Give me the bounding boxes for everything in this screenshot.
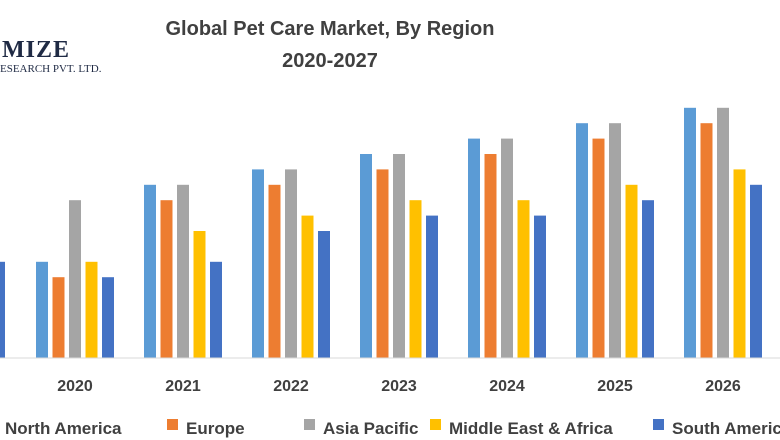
chart-subtitle: 2020-2027	[282, 50, 378, 72]
legend-swatch	[167, 419, 178, 430]
bar-2023-0	[360, 154, 372, 358]
bar-2023-2	[393, 154, 405, 358]
bar-2026-2	[717, 107, 729, 358]
legend-label: Middle East & Africa	[449, 419, 613, 438]
bar-2024-3	[517, 200, 530, 358]
bar-2025-2	[609, 123, 621, 358]
x-tick-label: 2020	[57, 378, 93, 395]
bar-2020-3	[85, 261, 98, 358]
legend-label: Europe	[186, 419, 245, 438]
bar-2022-0	[252, 169, 264, 358]
bar-2020-2	[69, 200, 81, 358]
legend-swatch	[653, 419, 664, 430]
x-tick-label: 2025	[597, 378, 633, 395]
bar-2020-0	[36, 261, 48, 358]
bar-2022-4	[318, 231, 330, 358]
x-tick-label: 2021	[165, 378, 201, 395]
chart-title: Global Pet Care Market, By Region	[165, 18, 495, 40]
x-tick-label: 2022	[273, 378, 309, 395]
bar-2026-3	[733, 169, 746, 358]
x-tick-label: 2023	[381, 378, 417, 395]
logo-tagline: ESEARCH PVT. LTD.	[0, 63, 102, 75]
x-tick-label: 2026	[705, 378, 741, 395]
bar-2026-1	[700, 123, 713, 358]
logo-name: MIZE	[2, 37, 71, 63]
bar-partial-left	[0, 261, 5, 358]
bar-2026-0	[684, 107, 696, 358]
bar-2021-3	[193, 231, 206, 358]
bar-2022-3	[301, 215, 314, 358]
bar-2020-4	[102, 277, 114, 358]
bar-2023-3	[409, 200, 422, 358]
legend-label: Asia Pacific	[323, 419, 418, 438]
bar-2024-2	[501, 138, 513, 358]
bar-2022-1	[268, 184, 281, 358]
bar-2025-0	[576, 123, 588, 358]
legend: North America Europe Asia Pacific Middle Ea…	[5, 419, 780, 438]
bar-2023-4	[426, 215, 438, 358]
x-tick-label: 2024	[489, 378, 525, 395]
bar-2021-0	[144, 184, 156, 358]
legend-label: North America	[5, 419, 122, 438]
bar-2024-4	[534, 215, 546, 358]
bar-2025-3	[625, 184, 638, 358]
bar-2023-1	[376, 169, 389, 358]
legend-swatch	[304, 419, 315, 430]
bar-2025-1	[592, 138, 605, 358]
bar-2025-4	[642, 200, 654, 358]
bar-2026-4	[750, 184, 762, 358]
bar-2020-1	[52, 277, 65, 358]
bars-group	[0, 107, 762, 358]
company-logo: MIZE ESEARCH PVT. LTD.	[0, 38, 101, 75]
bar-2021-2	[177, 184, 189, 358]
legend-swatch	[430, 419, 441, 430]
bar-2024-1	[484, 154, 497, 358]
legend-label: South America	[672, 419, 780, 438]
bar-2024-0	[468, 138, 480, 358]
bar-2022-2	[285, 169, 297, 358]
bar-2021-1	[160, 200, 173, 358]
x-tick-labels: 2020 2021 2022 2023 2024 2025 2026	[57, 378, 741, 395]
bar-2021-4	[210, 261, 222, 358]
